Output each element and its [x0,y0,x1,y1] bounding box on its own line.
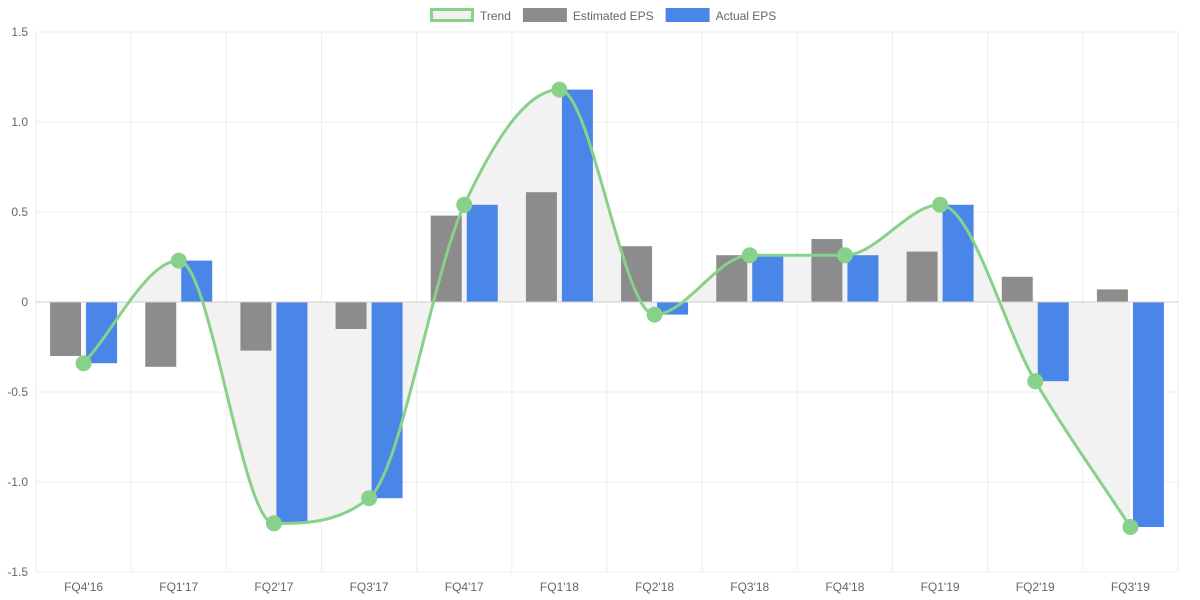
trend-point[interactable] [265,515,282,532]
trend-area-fill [83,89,1131,527]
legend-swatch-actual [665,8,710,22]
y-tick-label: -0.5 [7,385,28,399]
actual-eps-bar[interactable] [752,255,784,302]
estimated-eps-bar[interactable] [1001,276,1033,302]
estimated-eps-bar[interactable] [1096,289,1128,302]
legend-label: Actual EPS [716,9,777,23]
estimated-eps-bar[interactable] [906,251,938,302]
actual-eps-bar[interactable] [1037,302,1069,382]
legend-item[interactable]: Estimated EPS [522,8,654,23]
estimated-eps-bar[interactable] [716,255,748,302]
actual-eps-bar[interactable] [1132,302,1164,527]
axis-layer: -1.5 -1.0 -0.5 0 0.5 1.0 1.5 FQ4'16 FQ1'17 FQ2'17… [7,25,1178,594]
estimated-eps-bar[interactable] [240,302,272,351]
estimated-eps-bar[interactable] [811,239,843,302]
trend-point[interactable] [551,81,568,98]
x-tick-label: FQ3'19 [1111,580,1150,594]
x-tick-label: FQ3'17 [350,580,389,594]
trend-point[interactable] [836,247,853,264]
x-tick-label: FQ1'19 [921,580,960,594]
y-tick-label: 0.5 [11,205,28,219]
x-tick-label: FQ4'17 [445,580,484,594]
x-tick-label: FQ3'18 [730,580,769,594]
x-tick-label: FQ1'18 [540,580,579,594]
y-tick-label: 0 [21,295,28,309]
estimated-eps-bar[interactable] [335,302,367,329]
y-tick-label: 1.0 [11,115,28,129]
trend-point[interactable] [1122,519,1139,535]
actual-eps-bar[interactable] [847,255,879,302]
trend-point[interactable] [1027,373,1044,390]
trend-layer [75,81,1139,535]
trend-point[interactable] [932,196,949,213]
trend-fill-layer [83,89,1131,527]
x-tick-label: FQ1'17 [159,580,198,594]
trend-point[interactable] [456,196,473,213]
y-tick-label: 1.5 [11,25,28,39]
legend[interactable]: Trend Estimated EPS Actual EPS [430,8,777,23]
estimated-eps-bar[interactable] [50,302,82,356]
actual-eps-bar[interactable] [942,204,974,302]
trend-point[interactable] [75,355,92,372]
legend-label: Estimated EPS [573,9,654,23]
trend-point[interactable] [741,247,758,264]
legend-swatch-trend [430,8,474,22]
trend-point[interactable] [170,252,187,269]
actual-eps-bar[interactable] [561,89,593,302]
x-tick-label: FQ2'17 [254,580,293,594]
estimated-eps-bar[interactable] [525,192,557,302]
trend-point[interactable] [361,490,378,507]
x-tick-label: FQ2'19 [1016,580,1055,594]
trend-point[interactable] [646,306,663,323]
estimated-eps-bar[interactable] [145,302,177,367]
legend-swatch-estimated [522,8,567,22]
x-tick-label: FQ4'18 [825,580,864,594]
actual-eps-bar[interactable] [466,204,498,302]
y-tick-label: -1.5 [7,565,28,579]
x-tick-label: FQ4'16 [64,580,103,594]
bars-layer [50,89,1164,527]
y-tick-label: -1.0 [7,475,28,489]
legend-item[interactable]: Trend [430,8,511,23]
legend-item[interactable]: Actual EPS [665,8,777,23]
legend-label: Trend [480,9,511,23]
x-tick-label: FQ2'18 [635,580,674,594]
actual-eps-bar[interactable] [276,302,308,524]
trend-line [82,88,1132,528]
